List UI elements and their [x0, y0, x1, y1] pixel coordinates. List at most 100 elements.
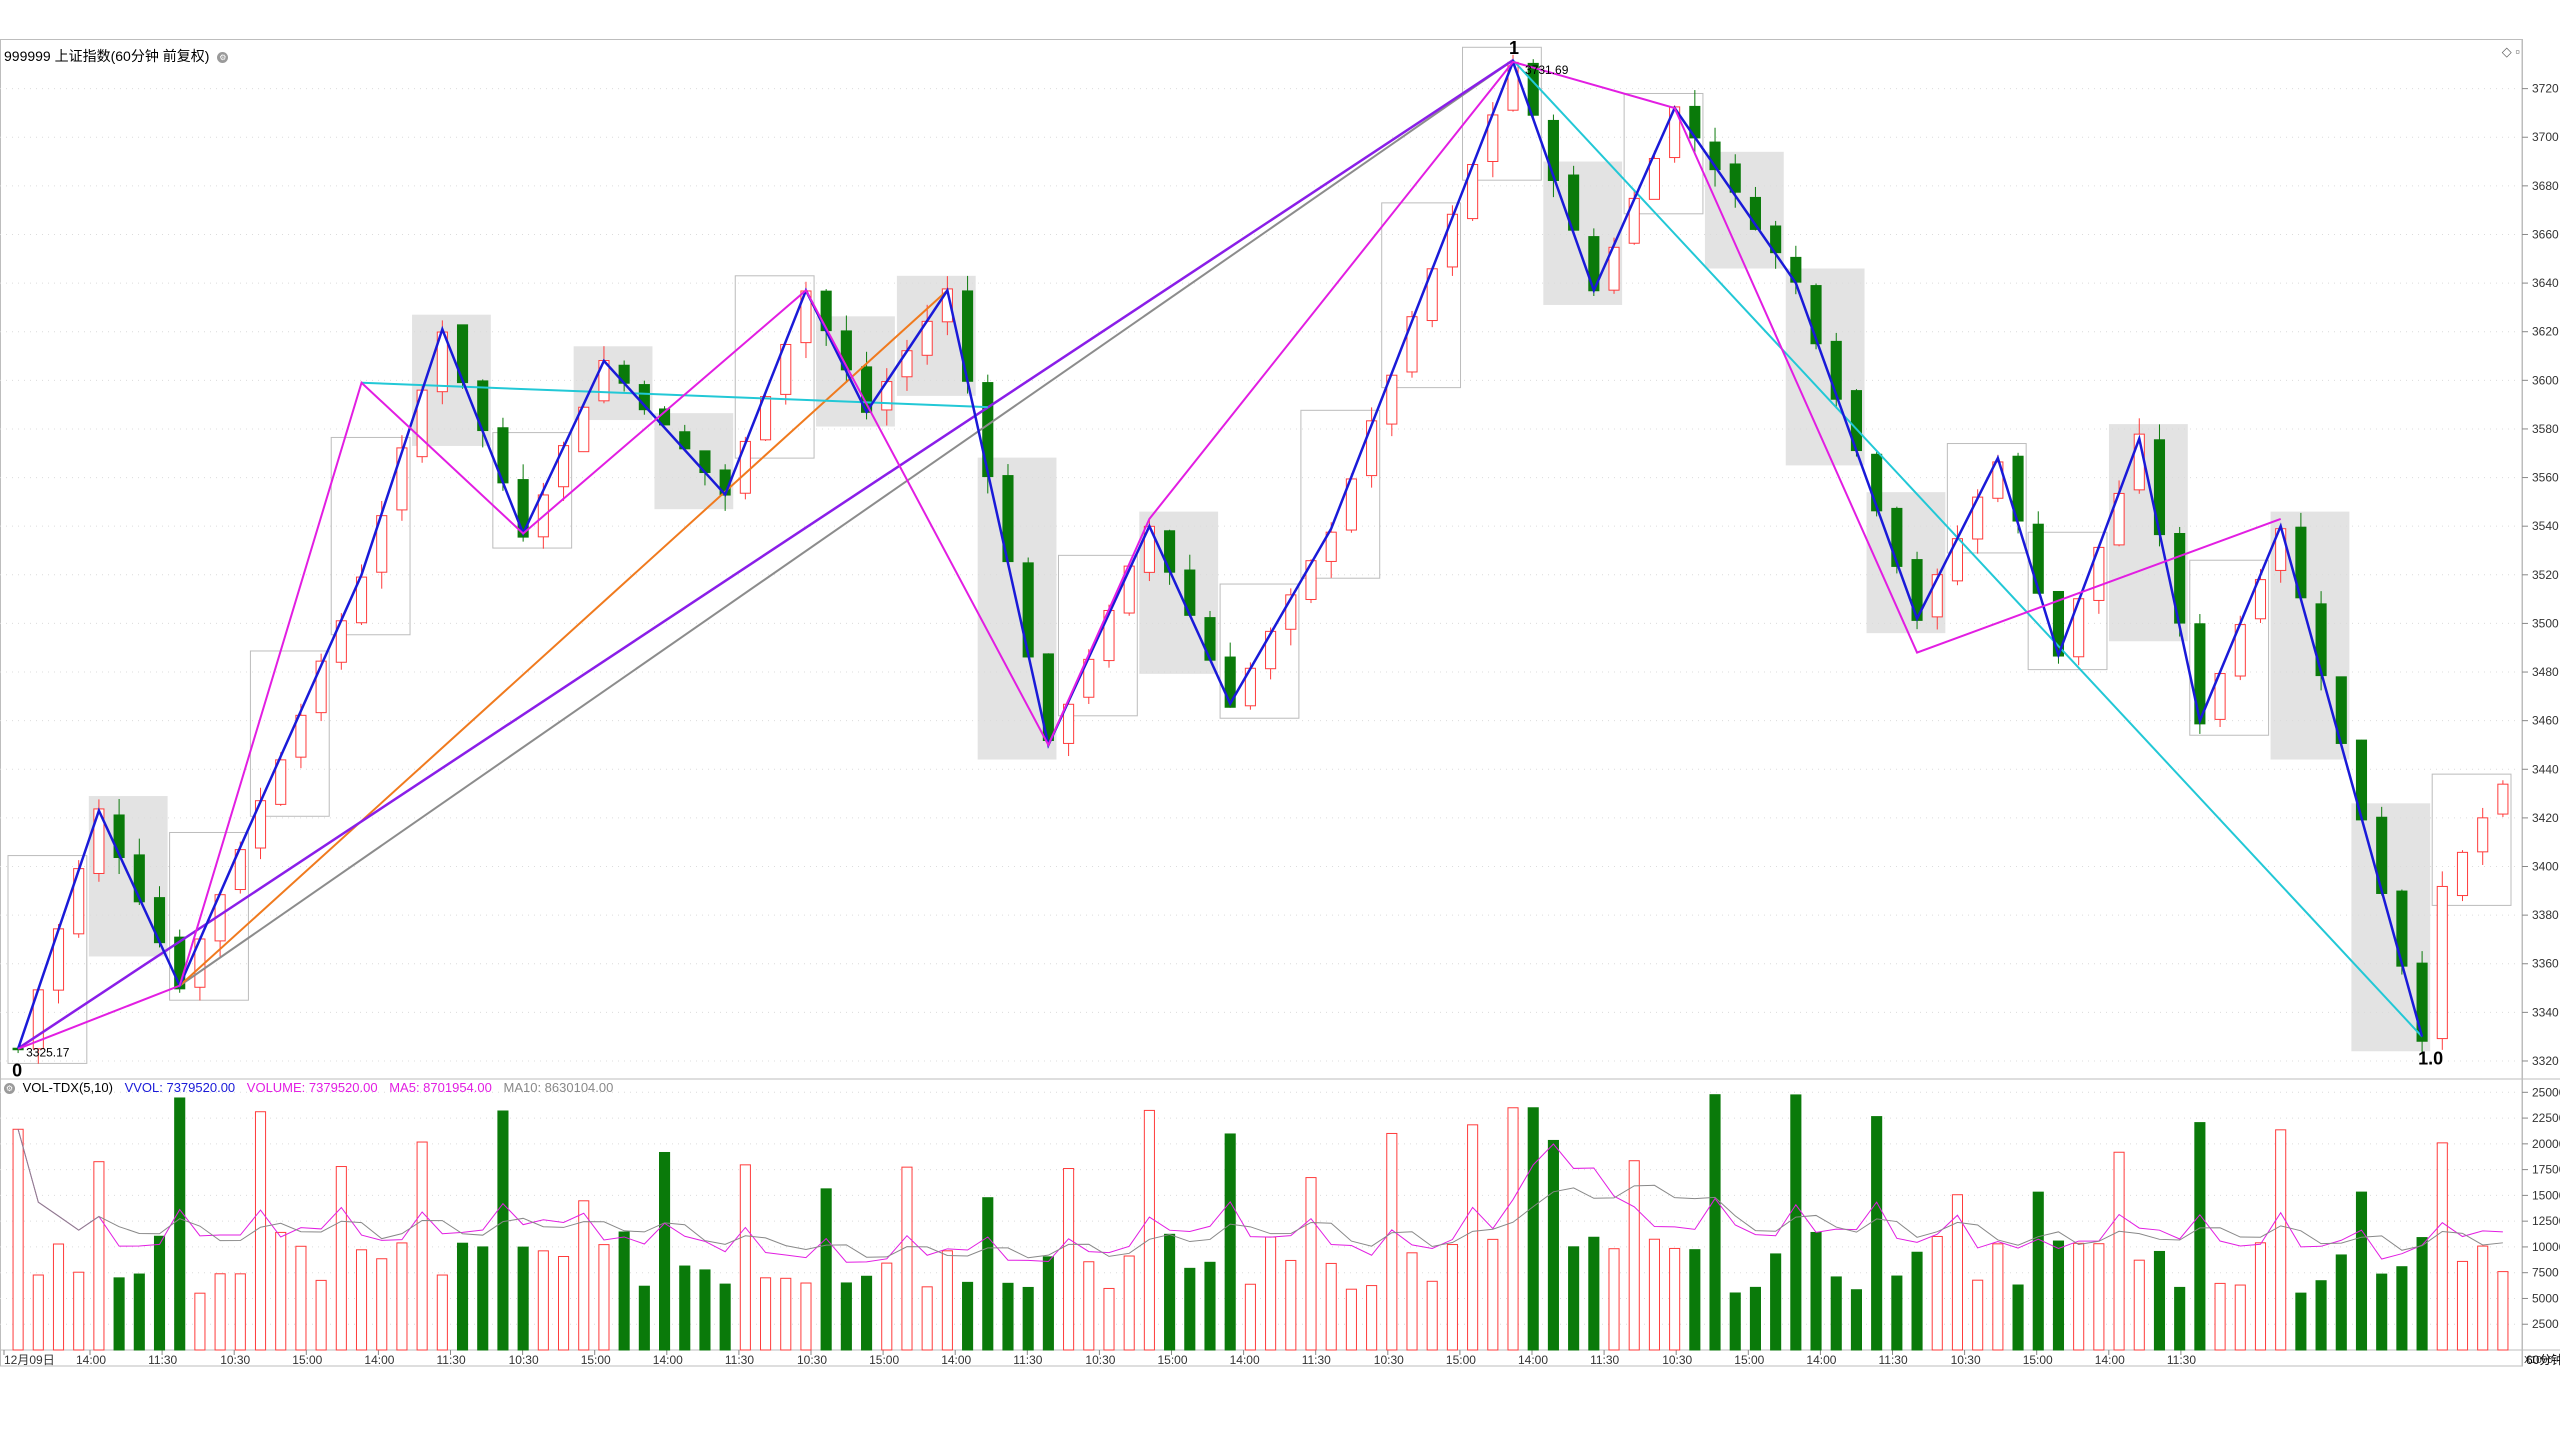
volume-bar-down: [517, 1246, 529, 1351]
volume-bar-up: [2477, 1245, 2489, 1351]
volume-bar-down: [1689, 1249, 1701, 1351]
volume-bar-down: [1749, 1286, 1761, 1351]
candle-up: [2436, 885, 2448, 1040]
range-box: [1623, 92, 1704, 215]
volume-bar-down: [1911, 1251, 1923, 1351]
time-tick-label: 10:30: [1662, 1353, 1692, 1367]
price-tick-label: 3720: [2532, 82, 2559, 96]
candle-down: [1547, 119, 1559, 181]
price-tick-label: 3320: [2532, 1054, 2559, 1068]
range-box: [734, 275, 815, 459]
time-tick-label: 15:00: [1158, 1353, 1188, 1367]
volume-tick-label: 7500: [2532, 1266, 2559, 1280]
volume-bar-down: [1850, 1289, 1862, 1351]
volume-bar-down: [174, 1097, 186, 1351]
volume-bar-down: [497, 1110, 509, 1351]
candle-down: [174, 936, 186, 990]
volume-bar-up: [780, 1277, 792, 1351]
volume-bar-up: [1467, 1124, 1479, 1351]
candle-up: [1406, 316, 1418, 373]
volume-bar-down: [1547, 1139, 1559, 1351]
candle-down: [1891, 507, 1903, 567]
period-label: 60分钟: [2526, 1352, 2560, 1367]
time-tick-label: 14:00: [1518, 1353, 1548, 1367]
volume-bar-up: [1083, 1261, 1095, 1351]
volume-bar-down: [1871, 1116, 1883, 1351]
candle-up: [2456, 851, 2469, 897]
volume-bar-down: [2052, 1240, 2065, 1351]
volume-bar-down: [719, 1283, 731, 1351]
range-box: [492, 432, 573, 549]
volume-bar-down: [1224, 1133, 1236, 1351]
volume-tick-label: 22500: [2532, 1111, 2560, 1125]
candle-up: [2497, 783, 2509, 815]
settings-icon[interactable]: ⚙: [217, 51, 229, 63]
volume-bar-up: [234, 1273, 246, 1351]
pivot-label-start: 0: [12, 1060, 22, 1080]
price-tick-label: 3540: [2532, 519, 2559, 533]
price-tick-label: 3340: [2532, 1005, 2559, 1019]
volume-bar-up: [578, 1200, 590, 1351]
volume-bar-up: [1628, 1160, 1640, 1351]
volume-bar-up: [800, 1282, 812, 1351]
volume-bar-up: [436, 1274, 448, 1351]
candle-down: [517, 479, 529, 538]
volume-bar-down: [1729, 1292, 1741, 1351]
volume-bar-down: [1204, 1261, 1216, 1351]
volume-value: VOLUME: 7379520.00: [246, 1080, 378, 1095]
volume-bar-down: [1810, 1231, 1822, 1351]
volume-bar-up: [254, 1111, 267, 1351]
volume-bar-up: [1265, 1236, 1277, 1351]
price-tick-label: 3600: [2532, 373, 2559, 387]
volume-bar-up: [2073, 1242, 2085, 1351]
price-tick-label: 3360: [2532, 957, 2559, 971]
volume-bar-down: [153, 1235, 166, 1351]
volume-bar-down: [638, 1285, 650, 1351]
time-tick-label: 11:30: [725, 1353, 754, 1367]
volume-bar-up: [1143, 1109, 1155, 1351]
volume-tick-label: 20000: [2532, 1137, 2560, 1151]
range-box: [330, 436, 411, 636]
volume-bar-down: [2174, 1286, 2186, 1351]
volume-bar-down: [133, 1273, 145, 1351]
volume-bar-down: [679, 1265, 691, 1351]
ma10-value: MA10: 8630104.00: [503, 1080, 614, 1095]
volume-bar-down: [1164, 1233, 1176, 1351]
candle-up: [315, 660, 327, 714]
time-tick-label: 15:00: [581, 1353, 611, 1367]
candle-down: [1709, 141, 1721, 171]
volume-settings-icon[interactable]: ⚙: [4, 1083, 15, 1095]
volume-bar-down: [113, 1277, 125, 1351]
volume-bar-down: [477, 1246, 489, 1351]
volume-bar-down: [861, 1275, 873, 1351]
candle-up: [1446, 213, 1458, 268]
range-box: [2189, 559, 2270, 736]
price-tick-label: 3520: [2532, 568, 2559, 582]
volume-bar-down: [1184, 1267, 1196, 1351]
time-tick-label: 12月09日: [4, 1353, 55, 1367]
time-tick-label: 15:00: [2023, 1353, 2053, 1367]
window-controls[interactable]: ◇ ▫: [2501, 44, 2520, 59]
volume-tick-label: 17500: [2532, 1163, 2560, 1177]
volume-bar-down: [2335, 1254, 2347, 1351]
time-tick-label: 11:30: [148, 1353, 177, 1367]
volume-bar-down: [2295, 1292, 2307, 1351]
volume-bar-up: [1426, 1280, 1438, 1351]
candle-down: [1224, 656, 1236, 708]
volume-bar-up: [1446, 1244, 1458, 1351]
time-tick-label: 14:00: [1806, 1353, 1836, 1367]
volume-bar-up: [416, 1141, 428, 1351]
time-tick-label: 10:30: [220, 1353, 250, 1367]
volume-bar-up: [32, 1274, 44, 1351]
volume-bar-up: [1285, 1259, 1297, 1351]
volume-bar-up: [295, 1245, 307, 1351]
volume-bar-down: [962, 1281, 974, 1351]
volume-tick-label: 15000: [2532, 1188, 2560, 1202]
volume-bar-down: [1709, 1094, 1721, 1351]
volume-bar-down: [820, 1188, 832, 1351]
volume-bar-up: [93, 1161, 105, 1351]
time-tick-label: 14:00: [941, 1353, 971, 1367]
time-tick-label: 14:00: [653, 1353, 683, 1367]
zigzag-blue: [16, 58, 2424, 1050]
